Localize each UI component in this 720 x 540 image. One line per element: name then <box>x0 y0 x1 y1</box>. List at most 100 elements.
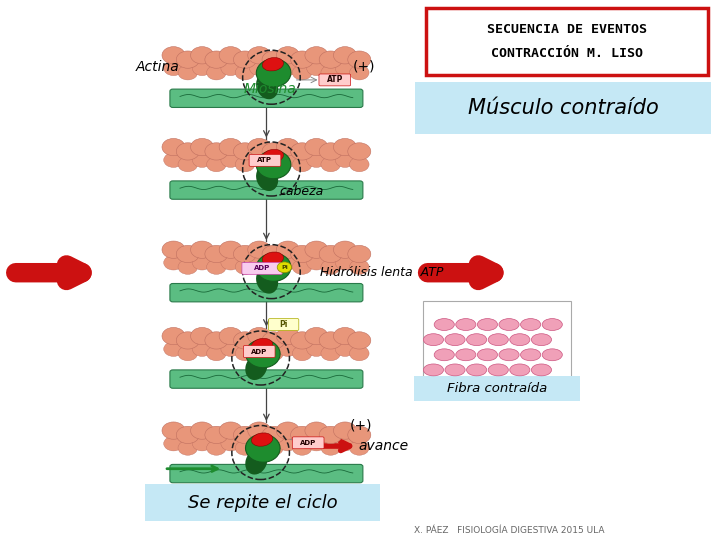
Circle shape <box>205 51 228 68</box>
Circle shape <box>235 346 255 361</box>
Ellipse shape <box>256 151 291 179</box>
Circle shape <box>207 260 226 274</box>
Circle shape <box>336 342 355 356</box>
Circle shape <box>333 241 356 258</box>
Circle shape <box>233 143 256 160</box>
Circle shape <box>264 441 284 455</box>
Circle shape <box>176 245 199 262</box>
Circle shape <box>176 51 199 68</box>
Circle shape <box>205 245 228 262</box>
Circle shape <box>221 436 240 451</box>
Circle shape <box>178 441 197 455</box>
Ellipse shape <box>477 319 498 330</box>
Circle shape <box>191 422 214 439</box>
Circle shape <box>192 61 212 76</box>
Ellipse shape <box>467 334 487 346</box>
Ellipse shape <box>246 340 280 368</box>
Circle shape <box>262 51 285 68</box>
Circle shape <box>262 245 285 262</box>
Circle shape <box>321 441 341 455</box>
Circle shape <box>219 46 242 64</box>
Circle shape <box>292 260 312 274</box>
FancyBboxPatch shape <box>319 74 351 86</box>
FancyBboxPatch shape <box>170 89 363 107</box>
Circle shape <box>276 241 300 258</box>
Circle shape <box>163 61 184 76</box>
FancyBboxPatch shape <box>269 319 299 330</box>
Ellipse shape <box>256 268 278 294</box>
Ellipse shape <box>423 334 444 346</box>
Circle shape <box>219 327 242 345</box>
Circle shape <box>192 342 212 356</box>
Circle shape <box>262 332 285 349</box>
Circle shape <box>205 426 228 443</box>
Circle shape <box>207 157 226 172</box>
Circle shape <box>248 241 271 258</box>
Ellipse shape <box>246 449 267 475</box>
Circle shape <box>291 143 314 160</box>
Ellipse shape <box>467 364 487 376</box>
Circle shape <box>248 422 271 439</box>
Circle shape <box>235 65 255 80</box>
FancyBboxPatch shape <box>170 370 363 388</box>
Ellipse shape <box>262 252 284 265</box>
Circle shape <box>278 436 297 451</box>
Circle shape <box>235 157 255 172</box>
Circle shape <box>233 426 256 443</box>
FancyBboxPatch shape <box>414 376 580 401</box>
Text: ATP: ATP <box>258 157 272 164</box>
Circle shape <box>336 61 355 76</box>
Circle shape <box>192 436 212 451</box>
Circle shape <box>292 441 312 455</box>
Circle shape <box>349 65 369 80</box>
Ellipse shape <box>488 334 508 346</box>
Circle shape <box>336 153 355 167</box>
FancyBboxPatch shape <box>170 284 363 302</box>
Text: X. PÁEZ   FISIOLOGÍA DIGESTIVA 2015 ULA: X. PÁEZ FISIOLOGÍA DIGESTIVA 2015 ULA <box>414 525 605 535</box>
Ellipse shape <box>456 319 476 330</box>
Circle shape <box>233 332 256 349</box>
Text: Actina: Actina <box>135 60 179 74</box>
Circle shape <box>291 51 314 68</box>
Text: ADP: ADP <box>251 348 267 355</box>
Ellipse shape <box>246 354 267 380</box>
Circle shape <box>291 426 314 443</box>
Circle shape <box>264 65 284 80</box>
Circle shape <box>348 332 371 349</box>
Ellipse shape <box>423 364 444 376</box>
Circle shape <box>178 346 197 361</box>
FancyBboxPatch shape <box>292 437 324 449</box>
Circle shape <box>207 441 226 455</box>
Circle shape <box>307 436 326 451</box>
Text: Músculo contraído: Músculo contraído <box>468 98 659 118</box>
Circle shape <box>178 260 197 274</box>
Circle shape <box>307 153 326 167</box>
Ellipse shape <box>542 349 562 361</box>
Circle shape <box>249 255 269 270</box>
FancyBboxPatch shape <box>423 301 571 380</box>
FancyBboxPatch shape <box>170 464 363 483</box>
Circle shape <box>163 342 184 356</box>
Circle shape <box>292 346 312 361</box>
Circle shape <box>276 422 300 439</box>
Ellipse shape <box>488 364 508 376</box>
Circle shape <box>178 157 197 172</box>
Circle shape <box>321 157 341 172</box>
Ellipse shape <box>456 349 476 361</box>
Circle shape <box>162 327 185 345</box>
Text: (+): (+) <box>353 60 375 74</box>
Circle shape <box>349 260 369 274</box>
Circle shape <box>278 61 297 76</box>
Circle shape <box>319 426 342 443</box>
Ellipse shape <box>251 339 273 352</box>
Ellipse shape <box>499 349 519 361</box>
Circle shape <box>249 342 269 356</box>
Circle shape <box>336 436 355 451</box>
Circle shape <box>307 61 326 76</box>
Ellipse shape <box>499 319 519 330</box>
Circle shape <box>163 153 184 167</box>
Circle shape <box>264 346 284 361</box>
Circle shape <box>276 46 300 64</box>
Ellipse shape <box>251 433 273 446</box>
Circle shape <box>221 342 240 356</box>
